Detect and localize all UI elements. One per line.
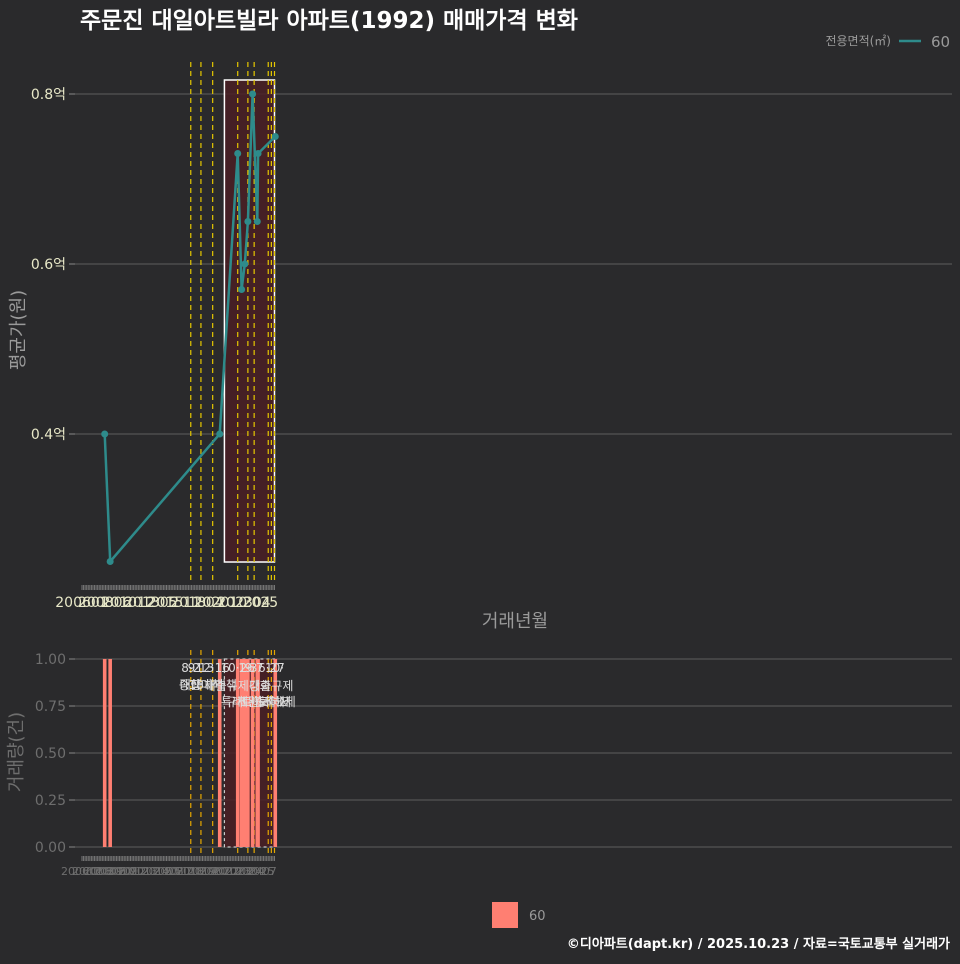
price-point <box>249 90 257 98</box>
policy-annotation-label: 대책 <box>180 677 202 692</box>
bottom-legend-swatch <box>492 902 518 928</box>
x-tick-label: 2025 <box>243 595 279 611</box>
policy-annotation-label: 종합대책 <box>179 677 223 692</box>
price-point <box>101 430 109 438</box>
policy-annotation-date: 10· <box>265 661 284 675</box>
volume-bar <box>246 659 250 847</box>
bottom-legend-entry: 60 <box>529 909 546 924</box>
price-point <box>234 150 242 157</box>
price-point <box>271 133 279 140</box>
x-tick-label: 201012 <box>107 865 149 878</box>
policy-annotation-date: 10·26 <box>221 661 255 675</box>
price-point <box>238 286 246 293</box>
x-tick-label: 200601 <box>55 595 108 611</box>
policy-annotation-label: 토허제 <box>258 695 291 709</box>
policy-annotation-label: 규제완화 <box>226 695 270 709</box>
price-point <box>244 218 252 225</box>
y-tick-label: 0.25 <box>35 793 66 809</box>
x-tick-label: 201804 <box>176 865 218 878</box>
x-tick-label: 201012 <box>101 595 154 611</box>
volume-bar <box>273 659 278 847</box>
volume-bar <box>250 659 255 847</box>
y-tick-label: 0.4억 <box>31 427 66 443</box>
price-point <box>241 260 249 268</box>
x-tick-label: 201305 <box>124 595 177 611</box>
top-panel: 0.4억 0.6억 0.8억 2006012008062010122013052015… <box>8 62 952 632</box>
y-axis-title: 평균가(원) <box>8 290 29 370</box>
x-tick-label: 202010 <box>194 595 247 611</box>
y-tick-label: 1.00 <box>35 652 66 668</box>
x-tick-label: 202010 <box>200 865 242 878</box>
x-tick-label: 201701 <box>164 865 206 878</box>
volume-bar <box>256 659 260 847</box>
policy-annotation-label: 토허제해제 <box>241 695 296 709</box>
volume-bar <box>239 659 244 847</box>
chart-title: 주문진 대일아트빌라 아파트(1992) 매매가격 변화 <box>80 8 578 34</box>
volume-bar <box>242 659 247 847</box>
legend-entry: 60 <box>931 33 950 51</box>
price-point <box>254 150 262 157</box>
x-tick-label: 200806 <box>84 865 126 878</box>
policy-annotation-date: 12·16 <box>195 661 229 675</box>
volume-bar <box>102 659 107 847</box>
x-tick-label: 202407 <box>235 865 277 878</box>
policy-annotation-label: 대출규제 <box>249 679 293 693</box>
x-tick-label: 2025 <box>246 865 274 878</box>
y-tick-label: 0.00 <box>35 840 66 856</box>
volume-bar <box>108 659 112 847</box>
volume-bar <box>217 659 222 847</box>
price-point <box>216 430 224 438</box>
policy-annotation-date: 6·27 <box>258 661 285 675</box>
policy-annotation-label: 18차대책 <box>188 677 236 692</box>
x-tick-label: 200806 <box>78 595 132 611</box>
bottom-panel: 0.00 0.25 0.50 0.75 1.00 8·2 대책 9·13 종합대책 12·16 18… <box>6 650 952 878</box>
y-tick-label: 0.8억 <box>31 87 66 103</box>
x-tick-label: 201804 <box>170 595 224 611</box>
y-axis-title: 거래량(건) <box>6 712 27 792</box>
x-tick-label: 201511 <box>148 595 201 611</box>
price-point <box>106 558 114 565</box>
price-point <box>253 218 261 225</box>
policy-annotation-label: 대출규제강화 <box>205 679 271 693</box>
x-axis-title: 거래년월 <box>482 611 548 632</box>
footer-credit: ©디아파트(dapt.kr) / 2025.10.23 / 자료=국토교통부 실… <box>567 936 950 952</box>
x-tick-label: 202304 <box>217 595 271 611</box>
x-tick-label: 200601 <box>61 865 103 878</box>
x-tick-label: 202201 <box>211 865 253 878</box>
y-tick-label: 0.75 <box>35 699 66 715</box>
volume-bar <box>235 659 240 847</box>
legend-title: 전용면적(㎡) <box>825 34 891 48</box>
policy-annotation-label: 특례대출축소 <box>221 695 287 709</box>
x-tick-label: 201305 <box>130 865 172 878</box>
policy-annotation-date: 8·2 <box>181 661 200 675</box>
x-tick-label: 201408 <box>142 865 184 878</box>
x-tick-label: 200909 <box>95 865 137 878</box>
y-tick-label: 0.50 <box>35 746 66 762</box>
x-tick-label: 202304 <box>223 865 265 878</box>
policy-annotation-date: 9·13 <box>188 661 215 675</box>
policy-annotation-date: 9·7 <box>245 661 264 675</box>
y-tick-label: 0.6억 <box>31 257 66 273</box>
policy-annotation-date: 1·3 <box>238 661 257 675</box>
x-tick-label: 201202 <box>118 865 160 878</box>
x-tick-label: 200703 <box>72 865 114 878</box>
x-tick-label: 201907 <box>188 865 230 878</box>
x-tick-label: 201511 <box>153 865 195 878</box>
